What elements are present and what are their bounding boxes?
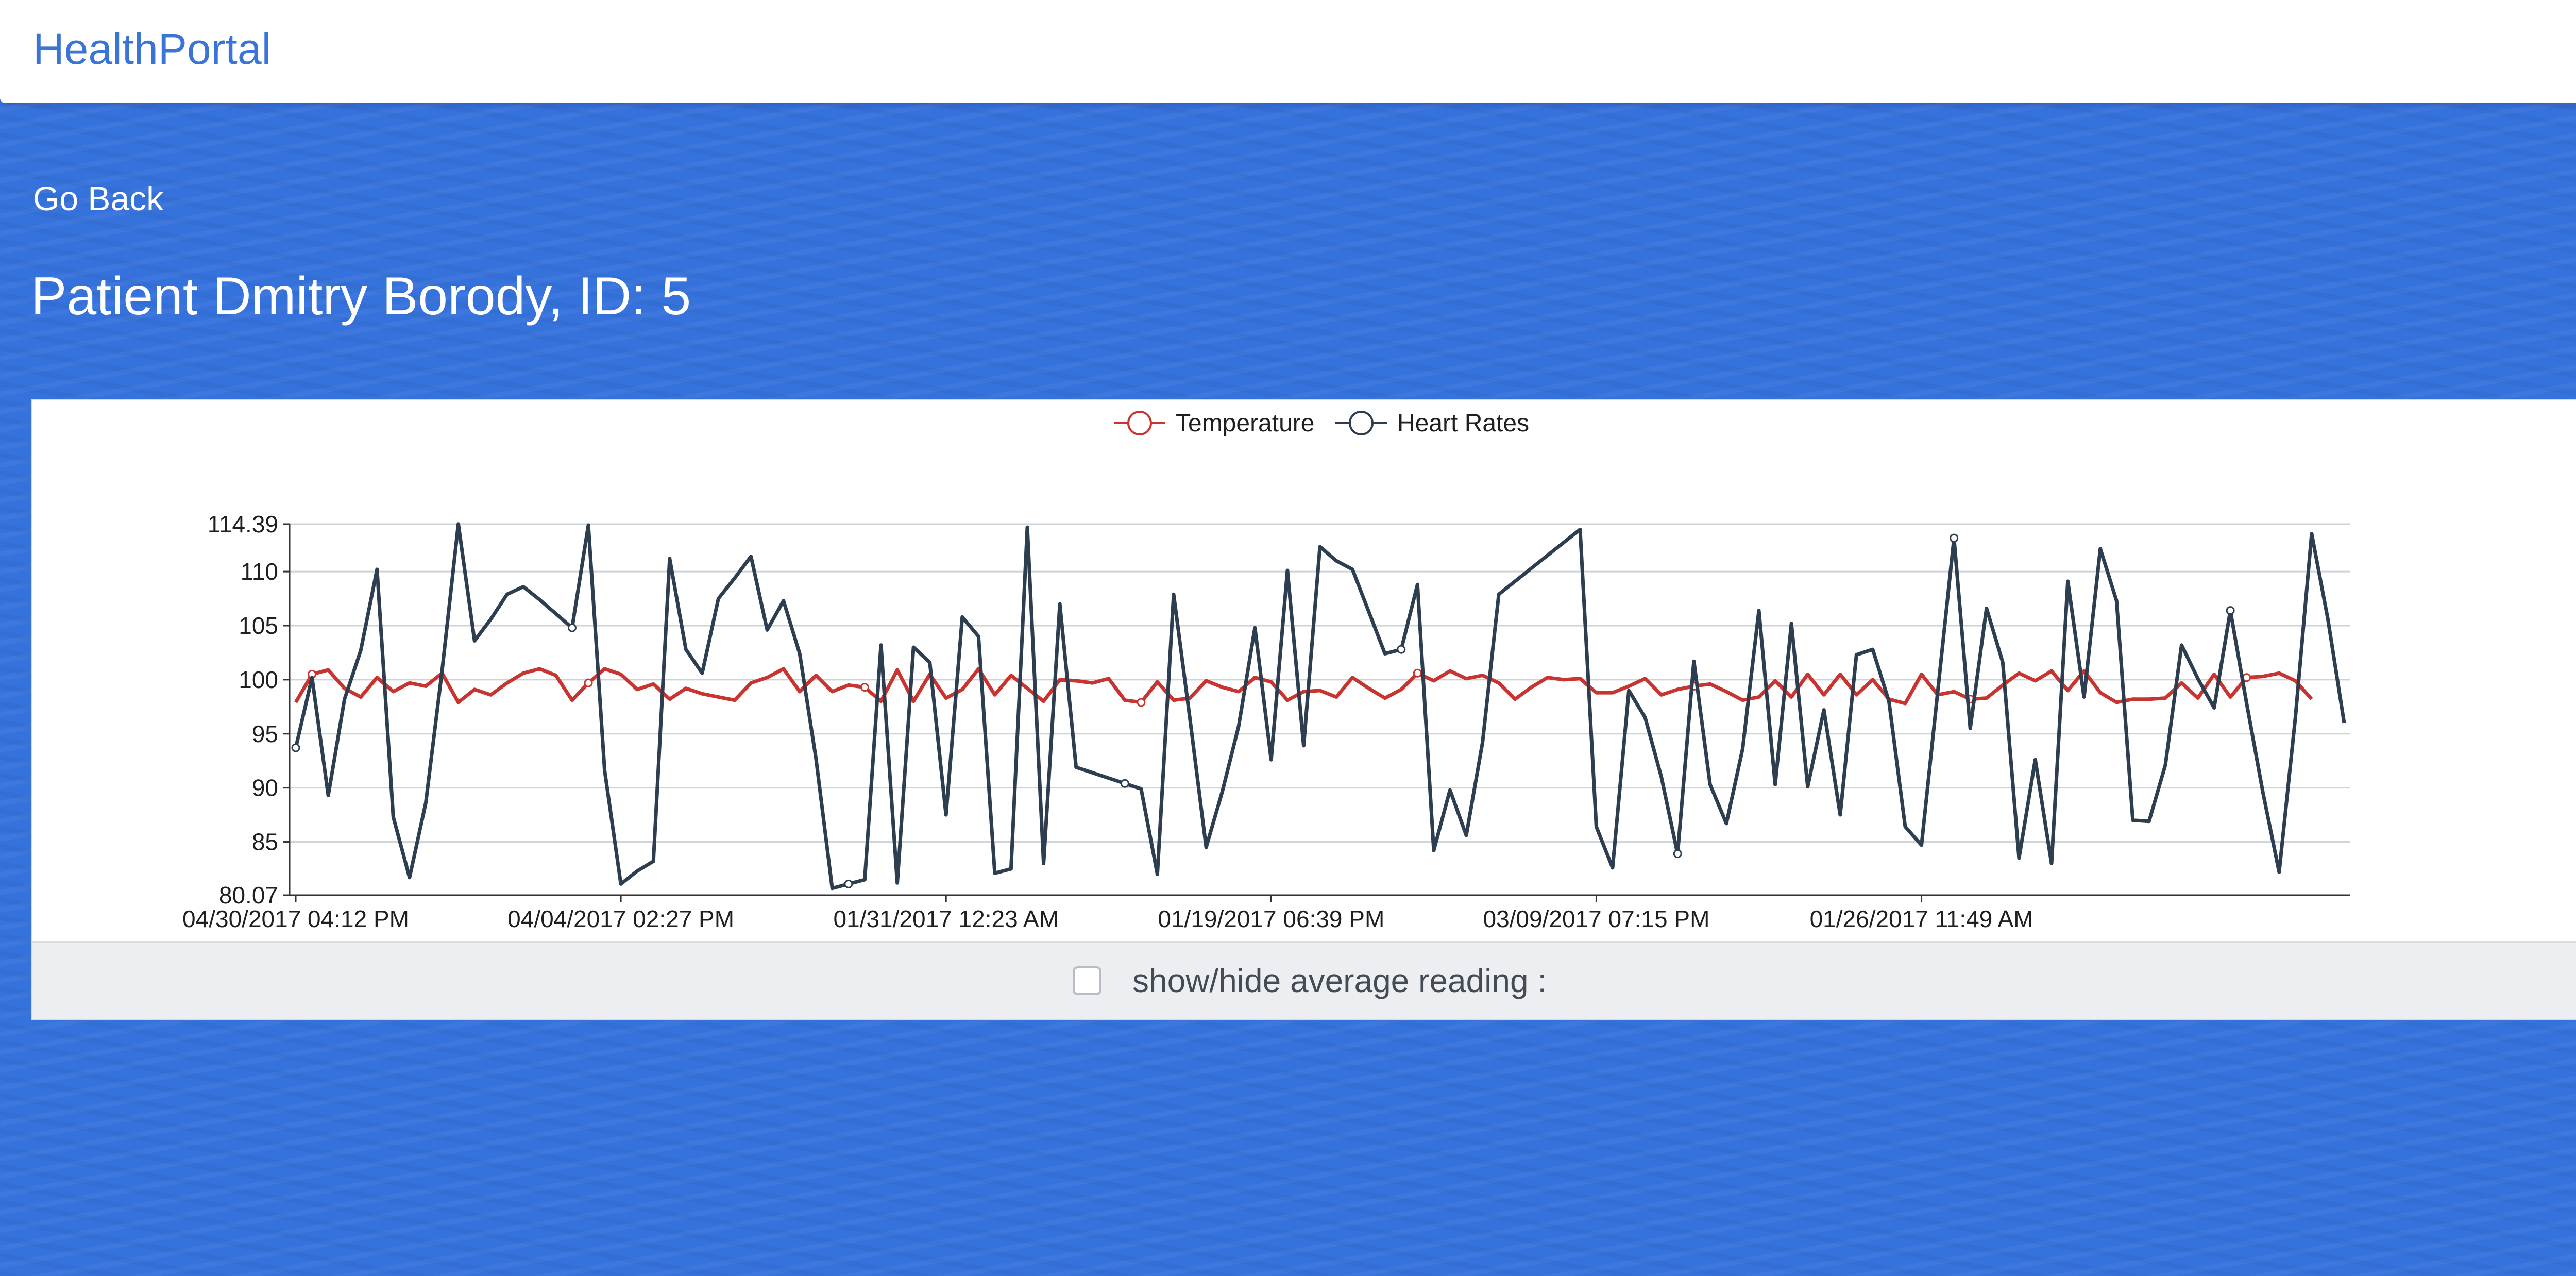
temperature-data-point	[584, 678, 593, 687]
heart-rate-data-point	[844, 879, 853, 888]
x-tick-label: 01/26/2017 11:49 AM	[1810, 905, 2033, 932]
y-tick-label: 95	[252, 720, 278, 747]
legend-label: Heart Rates	[1397, 410, 1529, 437]
heart-rate-data-point	[1673, 849, 1682, 859]
x-tick-label: 04/30/2017 04:12 PM	[182, 905, 409, 932]
heart-rate-data-point	[1120, 779, 1129, 788]
average-reading-toggle[interactable]: show/hide average reading :	[1073, 957, 1547, 1004]
page-title: Patient Dmitry Borody, ID: 5	[31, 266, 691, 326]
x-tick-label: 03/09/2017 07:15 PM	[1483, 905, 1709, 932]
legend-item-temperature: Temperature	[1114, 410, 1314, 437]
go-back-link[interactable]: Go Back	[33, 179, 164, 217]
heart-rate-data-point	[291, 743, 300, 752]
legend-label: Temperature	[1176, 410, 1314, 437]
average-reading-checkbox[interactable]	[1073, 966, 1101, 995]
y-tick-label: 110	[241, 558, 278, 585]
average-reading-label: show/hide average reading :	[1132, 962, 1547, 999]
y-tick-label: 105	[239, 612, 278, 639]
heart-rate-data-point	[2226, 606, 2235, 615]
heart-rate-series-line	[294, 522, 2346, 891]
y-tick-label: 114.39	[208, 511, 278, 538]
top-navbar: HealthPortal	[0, 0, 2576, 103]
heart-rate-data-point	[1950, 533, 1959, 543]
y-tick-label: 80.07	[219, 882, 278, 909]
y-tick-label: 90	[252, 775, 278, 801]
x-tick-label: 01/19/2017 06:39 PM	[1158, 905, 1384, 932]
brand-logo-link[interactable]: HealthPortal	[33, 25, 272, 73]
temperature-data-point	[860, 683, 869, 692]
y-tick-label: 100	[239, 666, 278, 693]
heart-rate-data-point	[1397, 645, 1406, 654]
legend-item-heart-rates: Heart Rates	[1335, 410, 1529, 437]
x-tick-label: 01/31/2017 12:23 AM	[834, 905, 1059, 932]
y-tick-label: 85	[252, 829, 278, 855]
chart-card: 80.07 85 90 95 100 105 110 114.39 04/30/2017 04:…	[31, 399, 2576, 1020]
temperature-data-point	[1413, 668, 1422, 678]
heart-rate-data-point	[567, 623, 577, 632]
chart-footer: show/hide average reading :	[32, 941, 2576, 1019]
temperature-data-point	[1137, 698, 1146, 707]
x-tick-label: 04/04/2017 02:27 PM	[507, 905, 734, 932]
vitals-line-chart: 80.07 85 90 95 100 105 110 114.39 04/30/2017 04:…	[182, 410, 2350, 932]
legend-swatch-marker	[1349, 411, 1374, 435]
legend-swatch-marker	[1127, 411, 1152, 435]
